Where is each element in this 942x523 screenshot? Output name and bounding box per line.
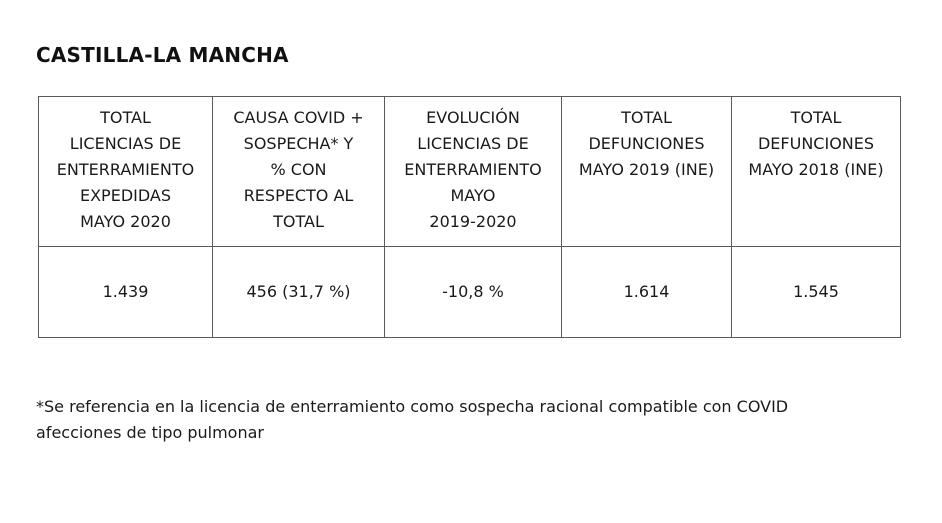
cell-causa-covid: 456 (31,7 %) (212, 246, 385, 338)
header-defunciones-2018: TOTAL DEFUNCIONES MAYO 2018 (INE) (731, 96, 901, 247)
header-label: EVOLUCIÓN LICENCIAS DE ENTERRAMIENTO MAY… (404, 108, 542, 231)
cell-defunciones-2018: 1.545 (731, 246, 901, 338)
footnote: *Se referencia en la licencia de enterra… (36, 394, 896, 446)
header-label: TOTAL DEFUNCIONES MAYO 2019 (INE) (578, 108, 715, 179)
header-causa-covid: CAUSA COVID + SOSPECHA* Y % CON RESPECTO… (212, 96, 385, 247)
cell-total-licencias: 1.439 (38, 246, 213, 338)
cell-evolucion-licencias: -10,8 % (384, 246, 562, 338)
footnote-line: afecciones de tipo pulmonar (36, 423, 264, 442)
table-header-row: TOTAL LICENCIAS DE ENTERRAMIENTO EXPEDID… (38, 96, 901, 247)
cell-defunciones-2019: 1.614 (561, 246, 732, 338)
header-label: TOTAL LICENCIAS DE ENTERRAMIENTO EXPEDID… (56, 108, 195, 231)
header-defunciones-2019: TOTAL DEFUNCIONES MAYO 2019 (INE) (561, 96, 732, 247)
header-label: TOTAL DEFUNCIONES MAYO 2018 (INE) (748, 108, 884, 179)
data-table: TOTAL LICENCIAS DE ENTERRAMIENTO EXPEDID… (38, 96, 901, 338)
header-evolucion-licencias: EVOLUCIÓN LICENCIAS DE ENTERRAMIENTO MAY… (384, 96, 562, 247)
header-label: CAUSA COVID + SOSPECHA* Y % CON RESPECTO… (233, 108, 364, 231)
table-row: 1.439 456 (31,7 %) -10,8 % 1.614 1.545 (38, 246, 901, 338)
footnote-line: *Se referencia en la licencia de enterra… (36, 397, 789, 416)
page-title: CASTILLA-LA MANCHA (36, 43, 289, 67)
header-total-licencias: TOTAL LICENCIAS DE ENTERRAMIENTO EXPEDID… (38, 96, 213, 247)
